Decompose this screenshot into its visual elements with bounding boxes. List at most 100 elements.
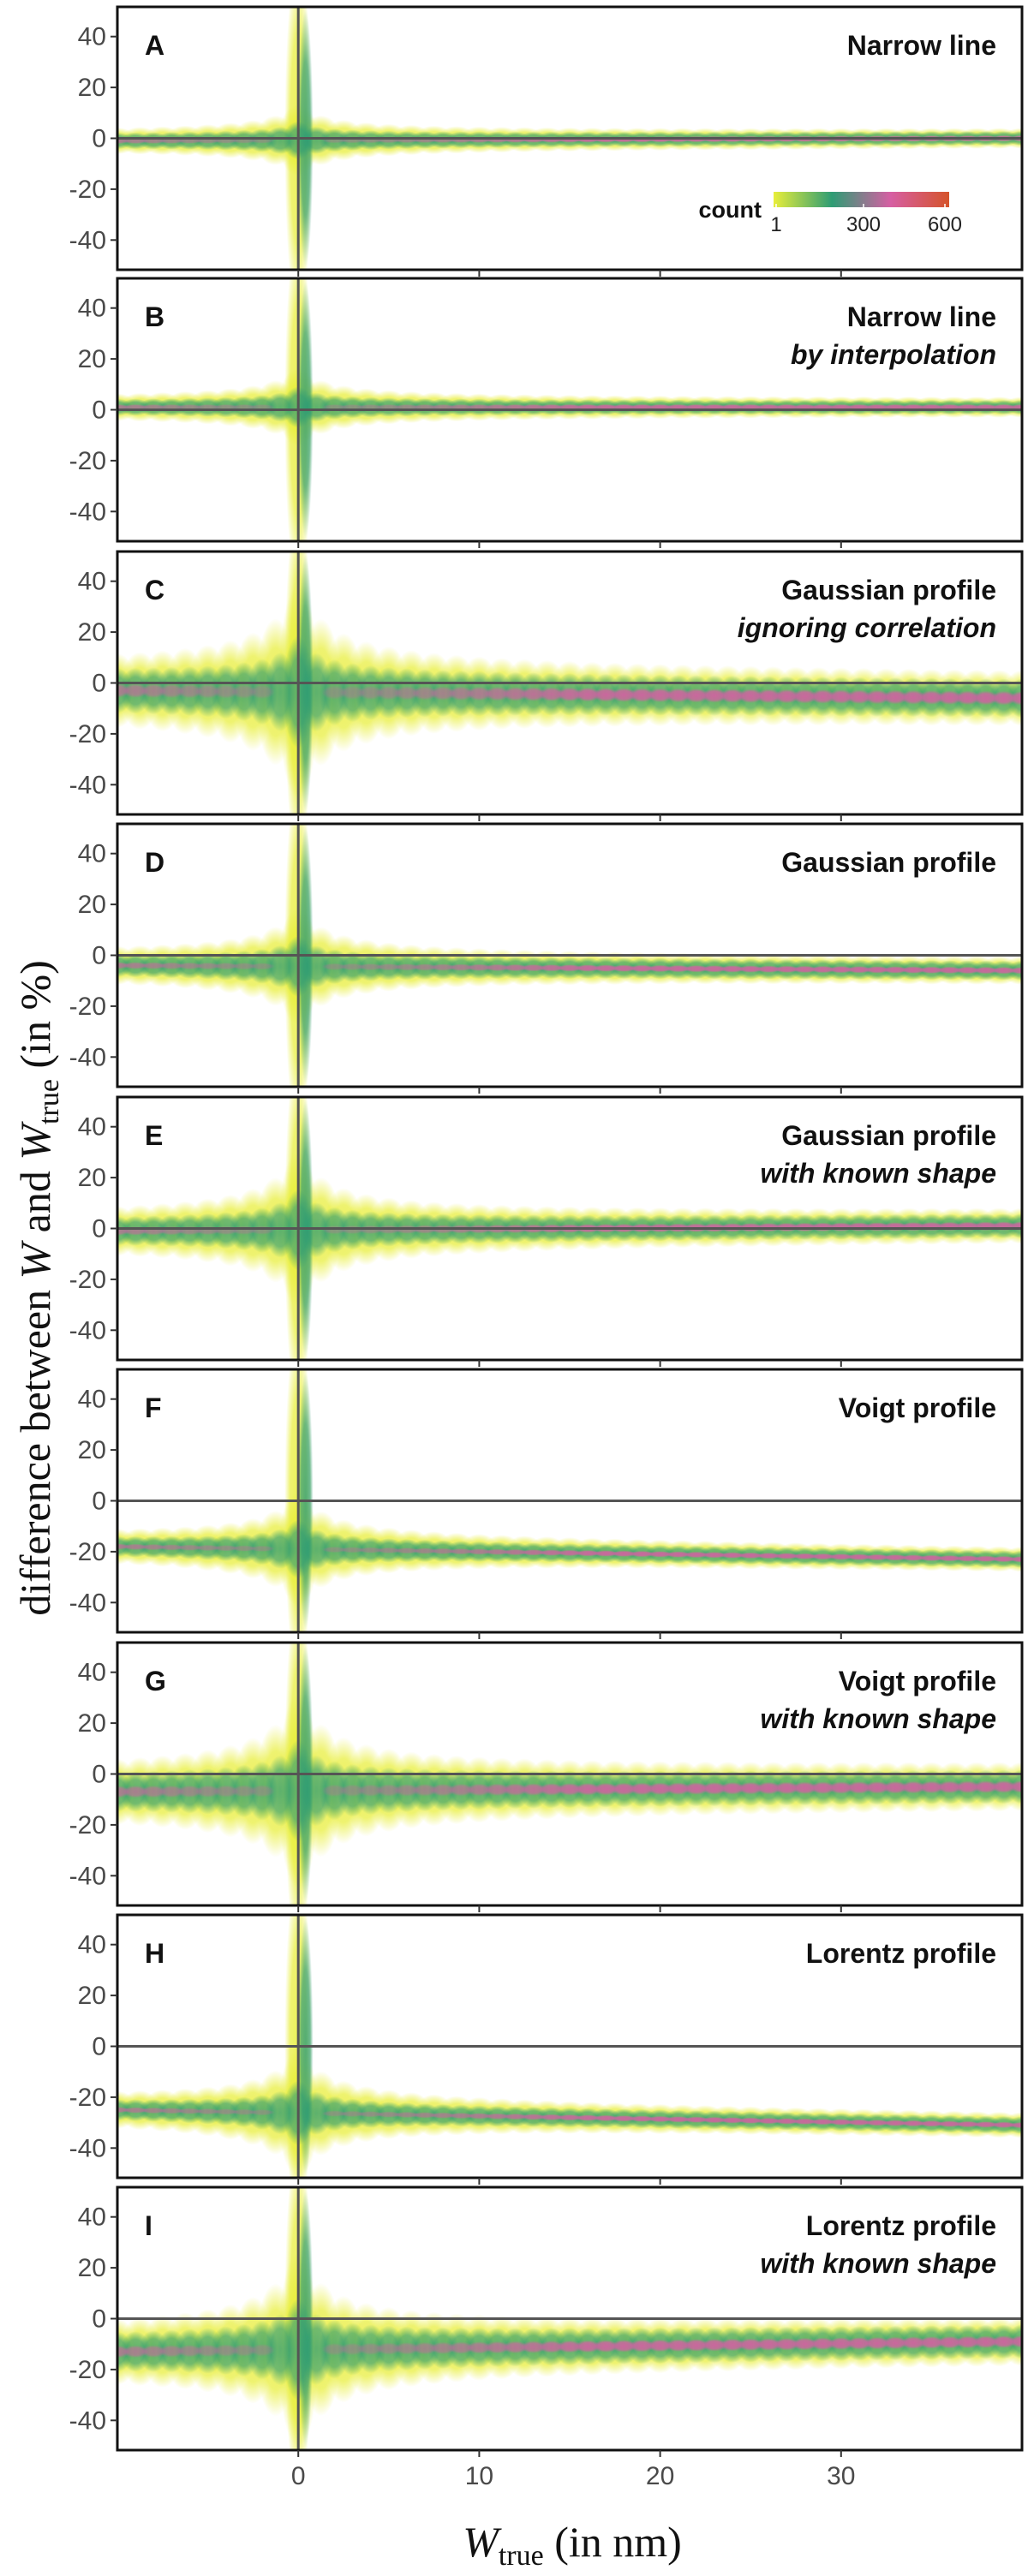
density-pink	[918, 2336, 945, 2349]
y-tick-label: 20	[78, 1436, 106, 1464]
density-pink	[140, 1785, 167, 1798]
density-pink	[720, 689, 746, 703]
density-pink	[575, 687, 601, 702]
legend-title: count	[699, 197, 762, 223]
density-pink	[936, 2335, 963, 2349]
density-pink	[629, 688, 655, 702]
y-tick-label: 0	[92, 670, 106, 698]
density-pink	[248, 963, 275, 970]
density-pink	[484, 2340, 511, 2354]
density-pink	[357, 685, 384, 701]
density-pink	[484, 686, 511, 701]
y-tick-label: 20	[78, 345, 106, 373]
density-pink	[864, 689, 891, 705]
density-pink	[701, 688, 727, 703]
density-pink	[828, 689, 854, 704]
panel-g: 40 20 0 -20 -40 G Voigt profile with known shap…	[69, 1641, 1024, 1912]
density-pink	[230, 2344, 257, 2357]
density-pink	[701, 1782, 727, 1795]
density-pink	[611, 1782, 637, 1796]
panel-e: 40 20 0 -20 -40 E Gaussian profile with known s…	[69, 1095, 1024, 1367]
density-pink	[900, 1780, 927, 1794]
y-tick-label: -20	[69, 447, 106, 475]
y-tick-label: -40	[69, 1316, 106, 1345]
density-pink	[430, 963, 457, 971]
density-pink	[720, 965, 746, 973]
density-pink	[918, 1780, 945, 1794]
density-pink	[212, 1785, 239, 1798]
density-pink	[593, 687, 619, 702]
density-pink	[357, 2342, 384, 2356]
density-pink	[846, 1781, 872, 1794]
density-pink	[846, 966, 872, 974]
panel-letter: A	[145, 30, 164, 61]
density-pink	[375, 685, 402, 701]
y-tick-label: 0	[92, 942, 106, 970]
y-tick-label: -20	[69, 2084, 106, 2112]
density-pink	[936, 966, 963, 975]
density-pink	[665, 964, 691, 973]
density-pink	[430, 1783, 457, 1797]
panel-h: 40 20 0 -20 -40 H Lorentz profile	[69, 1913, 1024, 2185]
density-pink	[538, 2340, 565, 2353]
density-pink	[647, 964, 673, 973]
y-tick-label: -20	[69, 993, 106, 1021]
density-pink	[611, 688, 637, 702]
density-pink	[720, 1781, 746, 1795]
density-pink	[701, 2338, 727, 2352]
density-pink	[212, 684, 239, 699]
density-pink	[611, 2340, 637, 2352]
y-tick-label: -40	[69, 1589, 106, 1617]
y-tick-label: 40	[78, 1386, 106, 1414]
density-pink	[810, 2337, 836, 2351]
density-pink	[538, 964, 565, 972]
density-pink	[1009, 2334, 1022, 2348]
y-tick-label: 20	[78, 618, 106, 647]
density-pink	[123, 683, 149, 698]
panel-subtitle: with known shape	[760, 1703, 996, 1734]
density-pink	[212, 962, 239, 970]
density-pink	[248, 1225, 275, 1235]
density-pink	[412, 2341, 439, 2355]
density-pink	[575, 1782, 601, 1796]
density-pink	[448, 963, 475, 971]
density-pink	[123, 2345, 149, 2358]
density-pink	[484, 1783, 511, 1797]
density-pink	[720, 2338, 746, 2352]
density-pink	[972, 690, 999, 706]
density-pink	[575, 2340, 601, 2353]
legend-colorbar	[774, 192, 949, 207]
y-tick-label: 40	[78, 23, 106, 51]
panel-letter: C	[145, 575, 164, 605]
density-pink	[990, 690, 1017, 706]
density-pink	[339, 2342, 366, 2356]
density-pink	[375, 1784, 402, 1797]
density-pink	[140, 683, 167, 699]
color-legend: count 1 300 600	[699, 192, 962, 236]
density-pink	[357, 963, 384, 971]
density-pink	[792, 689, 818, 704]
density-pink	[502, 1783, 529, 1796]
density-pink	[520, 687, 547, 701]
y-tick-label: -20	[69, 1811, 106, 1840]
y-tick-label: -20	[69, 1538, 106, 1566]
density-pink	[466, 2341, 493, 2354]
density-pink	[158, 2345, 185, 2358]
density-pink	[593, 1782, 619, 1796]
density-pink	[158, 683, 185, 699]
density-pink	[593, 2340, 619, 2352]
density-pink	[176, 2344, 203, 2358]
density-pink	[430, 2341, 457, 2355]
density-pink	[954, 1780, 981, 1793]
density-pink	[123, 962, 149, 969]
density-pink	[194, 962, 221, 970]
density-pink	[900, 966, 927, 974]
density-pink	[647, 2339, 673, 2352]
density-pink	[864, 1781, 891, 1794]
density-pink	[557, 964, 583, 972]
density-pink	[990, 1780, 1017, 1793]
density-pink	[448, 686, 475, 701]
density-pink	[665, 688, 691, 703]
density-pink	[882, 2336, 909, 2350]
